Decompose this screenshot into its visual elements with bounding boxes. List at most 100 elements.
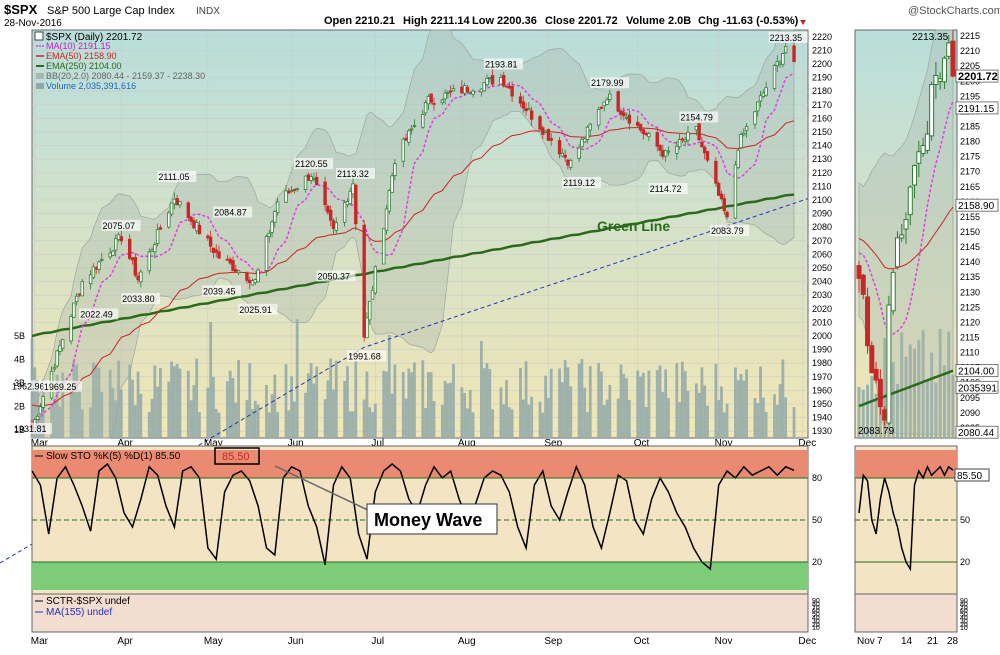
- candle-body: [137, 276, 140, 280]
- candle-body: [385, 209, 388, 230]
- volume-bar: [313, 383, 316, 438]
- candle-body: [659, 145, 662, 150]
- volume-bar: [742, 381, 745, 438]
- price-tick-label: 1930: [812, 426, 832, 436]
- volume-bar: [530, 397, 533, 438]
- zoom-candle-body: [938, 79, 942, 82]
- candle-body: [734, 165, 737, 218]
- volume-bar: [745, 369, 748, 438]
- price-annotation: 2119.12: [562, 177, 601, 188]
- price-annotation: 2154.79: [679, 111, 718, 122]
- candle-body: [73, 303, 76, 317]
- legend-ma10: MA(10) 2191.15: [46, 41, 111, 51]
- volume-bar: [285, 364, 288, 438]
- price-tick-label: 2020: [812, 304, 832, 314]
- volume-bar: [784, 397, 787, 438]
- volume-bar: [583, 388, 586, 438]
- candle-body: [745, 126, 748, 130]
- zoom-candle-body: [883, 410, 887, 420]
- candle-body: [625, 117, 628, 118]
- volume-bar: [645, 407, 648, 438]
- price-tick-label: 2080: [812, 222, 832, 232]
- volume-bar: [226, 381, 229, 438]
- price-annotation: 2025.91: [238, 304, 277, 315]
- volume-bar: [703, 385, 706, 438]
- candle-body: [148, 252, 151, 271]
- zoom-date-label: Nov: [857, 636, 875, 647]
- price-tick-label: 1990: [812, 345, 832, 355]
- zoom-tag-label: 2080.44: [958, 428, 995, 439]
- candle-body: [636, 122, 639, 125]
- volume-bar: [354, 361, 357, 438]
- volume-bar: [480, 341, 483, 438]
- volume-bar: [307, 373, 310, 438]
- volume-bar: [656, 370, 659, 438]
- volume-bar: [639, 377, 642, 438]
- candle-body: [656, 132, 659, 146]
- candle-body: [486, 78, 489, 84]
- volume-bar: [363, 399, 366, 438]
- candle-body: [81, 282, 84, 296]
- candle-body: [701, 142, 704, 147]
- candle-body: [293, 189, 296, 190]
- candle-body: [776, 61, 779, 65]
- candle-body: [461, 87, 464, 93]
- candle-body: [583, 139, 586, 142]
- sctr-pane-bg: [32, 594, 808, 632]
- zoom-tick-label: 2125: [960, 302, 980, 312]
- candle-body: [441, 100, 444, 103]
- price-annotation: 2075.07: [102, 220, 141, 231]
- price-annotation: 2120.55: [294, 158, 333, 169]
- price-tick-label: 2090: [812, 209, 832, 219]
- volume-bar: [447, 383, 450, 438]
- price-annotation: 2111.05: [157, 171, 196, 182]
- stat-high: High 2211.14: [403, 15, 471, 27]
- candle-body: [502, 75, 505, 85]
- change-down-icon: [800, 20, 806, 25]
- volume-bar: [179, 369, 182, 438]
- volume-bar: [472, 412, 475, 438]
- volume-bar: [642, 373, 645, 438]
- volume-bar: [600, 372, 603, 438]
- price-tick-label: 2190: [812, 73, 832, 83]
- zoom-tick-label: 2110: [960, 348, 979, 358]
- zoom-candle-body: [930, 85, 934, 136]
- price-tick-label: 2140: [812, 141, 832, 151]
- candle-body: [519, 97, 522, 103]
- volume-bar: [131, 380, 134, 438]
- month-label-bottom: Sep: [544, 636, 562, 647]
- zoom-tag-label: 2158.90: [958, 201, 995, 212]
- volume-bar: [647, 370, 650, 438]
- sto-tick-label: 20: [812, 557, 822, 567]
- candle-body: [70, 317, 73, 341]
- candle-body: [597, 109, 600, 125]
- volume-bar: [483, 368, 486, 438]
- volume-bar: [343, 381, 346, 438]
- candle-body: [324, 182, 327, 205]
- volume-bar: [625, 378, 628, 438]
- volume-bar: [681, 362, 684, 438]
- month-label-bottom: Jul: [371, 636, 384, 647]
- volume-bar: [544, 376, 547, 438]
- candle-body: [544, 131, 547, 132]
- price-tick-label: 2060: [812, 249, 832, 259]
- candle-body: [782, 54, 785, 65]
- month-label-bottom: Apr: [117, 636, 133, 647]
- annotation-label: 2083.79: [711, 226, 744, 236]
- zoom-tick-label: 2155: [960, 212, 980, 222]
- money-wave-label: Money Wave: [374, 510, 482, 530]
- volume-bar: [519, 368, 522, 438]
- sto-tick-label: 50: [812, 515, 822, 525]
- candle-body: [603, 102, 606, 106]
- candle-body: [394, 164, 397, 176]
- sto-title: Slow STO %K(5) %D(1) 85.50: [46, 451, 181, 462]
- volume-bar: [212, 377, 215, 438]
- zoom-candle-body: [878, 379, 882, 406]
- zoom-tick-label: 2145: [960, 242, 980, 252]
- price-axis: 2220221022002190218021702160215021402130…: [812, 32, 832, 436]
- volume-bar: [779, 384, 782, 438]
- candle-body: [742, 133, 745, 134]
- volume-bar: [388, 335, 391, 438]
- candle-body: [449, 91, 452, 92]
